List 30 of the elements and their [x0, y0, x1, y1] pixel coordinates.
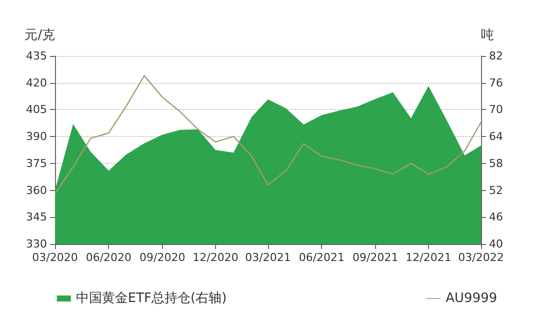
x-tick-label: 03/2021	[245, 251, 291, 264]
x-tick-label: 12/2020	[192, 251, 238, 264]
line-series	[54, 75, 482, 194]
y2-tick-label: 76	[489, 76, 503, 90]
y-tick-label: 390	[26, 130, 47, 144]
y-tick-label: 405	[26, 103, 47, 116]
legend-label: 中国黄金ETF总持仓(右轴)	[76, 291, 227, 306]
x-tick-label: 09/2020	[140, 251, 186, 264]
legend-label: AU9999	[446, 291, 498, 306]
y-tick-label: 345	[26, 210, 47, 224]
y2-tick-label: 70	[489, 103, 503, 116]
y2-axis-title: 吨	[481, 28, 494, 43]
y2-tick-label: 46	[489, 210, 503, 224]
y2-tick-label: 58	[489, 156, 503, 170]
y2-tick-label: 82	[489, 50, 503, 62]
y-tick-label: 375	[26, 156, 47, 170]
y2-tick-label: 64	[489, 130, 503, 144]
x-tick-label: 03/2022	[458, 251, 504, 264]
x-tick-label: 12/2021	[406, 251, 452, 264]
x-tick-label: 09/2021	[352, 251, 398, 264]
y2-tick-label: 40	[489, 238, 503, 250]
y-tick-label: 360	[26, 184, 47, 197]
y-axis-title: 元/克	[24, 28, 55, 43]
y-tick-label: 435	[26, 50, 47, 62]
x-tick-label: 06/2020	[86, 251, 132, 264]
x-tick-label: 03/2020	[32, 251, 78, 264]
x-tick-label: 06/2021	[298, 251, 345, 264]
y-tick-label: 420	[26, 76, 47, 90]
y2-tick-label: 52	[489, 184, 503, 197]
y-tick-label: 330	[26, 238, 47, 250]
